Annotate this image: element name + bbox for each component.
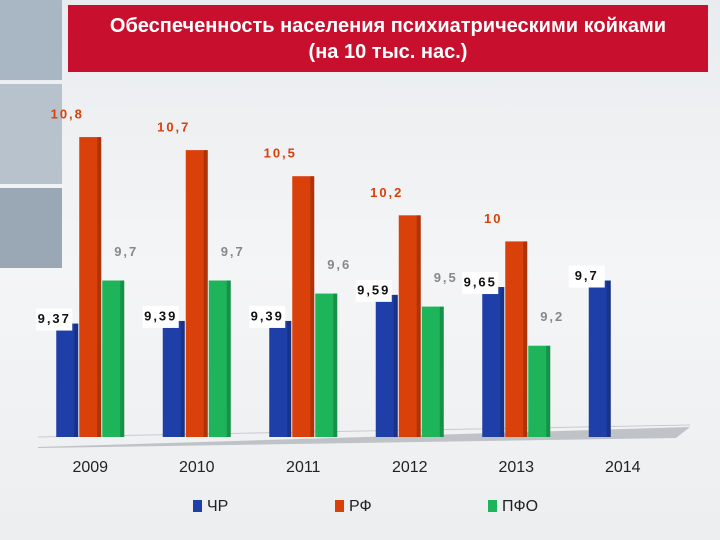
- bar: [505, 241, 528, 437]
- legend-label: РФ: [349, 498, 372, 515]
- legend-swatch: [488, 500, 497, 512]
- legend-swatch: [193, 500, 202, 512]
- x-tick-label: 2010: [179, 459, 215, 476]
- photo: [0, 84, 62, 184]
- bar-side: [439, 306, 444, 437]
- bar-side: [333, 293, 338, 437]
- bar: [315, 293, 338, 437]
- value-label: 9,37: [38, 311, 71, 326]
- value-label: 10,7: [157, 120, 190, 135]
- value-label: 10,5: [264, 146, 297, 161]
- value-label: 9,39: [144, 308, 177, 323]
- bar: [588, 280, 611, 437]
- bar-side: [500, 287, 505, 437]
- value-label: 9,2: [540, 309, 564, 324]
- bar-side: [180, 320, 185, 437]
- bar: [185, 150, 208, 437]
- bar: [79, 137, 102, 437]
- bar: [56, 323, 79, 437]
- x-tick-label: 2012: [392, 459, 428, 476]
- legend-label: ПФО: [502, 498, 538, 515]
- bar-side: [393, 294, 398, 437]
- x-tick-label: 2009: [72, 459, 108, 476]
- label-box: [355, 279, 392, 302]
- x-tick-label: 2011: [286, 459, 321, 476]
- bar: [482, 287, 505, 437]
- bar: [398, 215, 421, 437]
- floor-edge: [37, 424, 691, 438]
- value-label: 9,59: [357, 282, 390, 297]
- bar: [102, 280, 125, 437]
- value-label: 9,7: [575, 268, 599, 283]
- bar-side: [287, 320, 292, 437]
- bar-side: [310, 176, 315, 437]
- bar: [208, 280, 231, 437]
- bar-side: [546, 345, 551, 437]
- bar-side: [606, 280, 611, 437]
- bar: [269, 320, 292, 437]
- value-label: 10,8: [51, 107, 84, 122]
- x-tick-label: 2013: [498, 459, 534, 476]
- label-box: [568, 265, 605, 288]
- bar-side: [226, 280, 231, 437]
- bar-side: [97, 137, 102, 437]
- value-label: 9,7: [114, 244, 138, 259]
- value-label: 9,6: [327, 257, 351, 272]
- legend-label: ЧР: [207, 498, 228, 515]
- x-tick-label: 2014: [605, 459, 641, 476]
- label-box: [142, 305, 179, 328]
- value-label: 9,7: [221, 244, 245, 259]
- photo: [0, 0, 62, 80]
- bar-side: [120, 280, 125, 437]
- bar: [421, 306, 444, 437]
- label-box: [36, 308, 73, 331]
- legend-swatch: [335, 500, 344, 512]
- value-label: 10,2: [370, 185, 403, 200]
- bar: [162, 320, 185, 437]
- bar-side: [203, 150, 208, 437]
- bar: [292, 176, 315, 437]
- value-label: 9,39: [251, 308, 284, 323]
- label-box: [249, 305, 286, 328]
- value-label: 9,65: [464, 274, 497, 289]
- bar-side: [416, 215, 421, 437]
- bar-side: [523, 241, 528, 437]
- value-label: 9,5: [434, 270, 458, 285]
- bar-side: [74, 323, 79, 437]
- chart-title: Обеспеченность населения психиатрическим…: [68, 5, 708, 72]
- bar: [528, 345, 551, 437]
- photo: [0, 188, 62, 268]
- label-box: [462, 272, 499, 295]
- bar: [375, 294, 398, 437]
- value-label: 10: [484, 211, 502, 226]
